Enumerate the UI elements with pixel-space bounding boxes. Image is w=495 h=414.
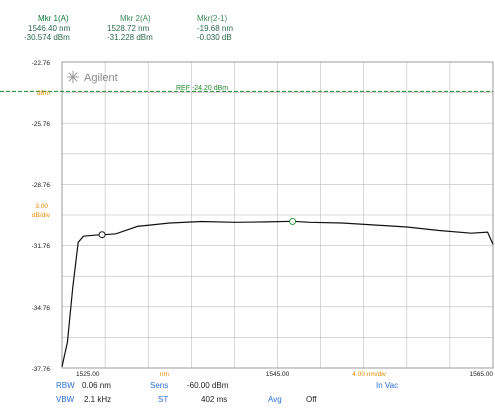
y-axis-tick-labels: -22.76 dBm -25.76 -28.76 3.00 dB/div -31.76 -34… <box>32 60 51 373</box>
marker-delta-level: -0.030 dB <box>197 33 232 42</box>
x-tick-label: 4.00 nm/div <box>352 371 386 378</box>
x-axis-tick-labels: 1525.00 nm 1545.00 4.00 nm/div 1565.00 <box>76 371 493 378</box>
y-tick-label: 3.00 <box>35 203 48 210</box>
agilent-spark-icon <box>67 71 79 83</box>
st-value: 402 ms <box>201 395 228 404</box>
chart-grid <box>61 61 494 369</box>
sens-label: Sens <box>150 381 169 390</box>
sens-value: -60.00 dBm <box>187 381 229 390</box>
y-tick-label: -22.76 <box>32 60 51 67</box>
marker-2-label: Mkr 2(A) <box>120 14 151 23</box>
vbw-value: 2.1 kHz <box>84 395 112 404</box>
agilent-logo: Agilent <box>67 71 118 84</box>
spectrum-trace <box>61 220 494 367</box>
y-tick-label: dB/div <box>32 212 51 219</box>
rbw-label: RBW <box>56 381 75 390</box>
y-tick-label: -34.76 <box>32 305 51 312</box>
y-tick-label: -31.76 <box>32 243 51 250</box>
y-tick-label: -37.76 <box>32 366 51 373</box>
marker-1-dot <box>289 217 297 225</box>
x-tick-label: nm <box>160 371 169 378</box>
marker-2-level: -31.228 dBm <box>107 33 153 42</box>
trace-markers <box>98 217 297 239</box>
vbw-label: VBW <box>56 395 75 404</box>
marker-1-label: Mkr 1(A) <box>38 14 69 23</box>
x-tick-label: 1545.00 <box>266 371 290 378</box>
agilent-logo-text: Agilent <box>84 72 118 84</box>
st-label: ST <box>158 395 169 404</box>
rbw-value: 0.06 nm <box>82 381 111 390</box>
avg-label: Avg <box>268 395 282 404</box>
x-tick-label: 1525.00 <box>76 371 100 378</box>
air-mode-label: In Vac <box>376 381 399 390</box>
marker-1-wavelength: 1546.40 nm <box>28 24 71 33</box>
marker-2-wavelength: 1528.72 nm <box>107 24 150 33</box>
y-tick-label: -25.76 <box>32 121 51 128</box>
plot-frame <box>61 61 494 369</box>
marker-1-level: -30.574 dBm <box>24 33 70 42</box>
spark-ray <box>72 72 78 78</box>
y-tick-label: dBm <box>37 90 50 97</box>
marker-readout: Mkr 1(A) 1546.40 nm -30.574 dBm Mkr 2(A)… <box>0 0 495 50</box>
y-tick-label: -28.76 <box>32 182 51 189</box>
spark-ray <box>68 72 74 78</box>
marker-delta-label: Mkr(2-1) <box>197 14 228 23</box>
marker-2-dot <box>98 231 106 239</box>
marker-delta-wavelength: -19.68 nm <box>197 24 234 33</box>
reference-level-label: REF -24.20 dBm <box>176 85 228 92</box>
spark-ray <box>72 76 78 82</box>
spark-ray <box>68 76 74 82</box>
avg-value: Off <box>306 395 317 404</box>
x-tick-label: 1565.00 <box>470 371 494 378</box>
